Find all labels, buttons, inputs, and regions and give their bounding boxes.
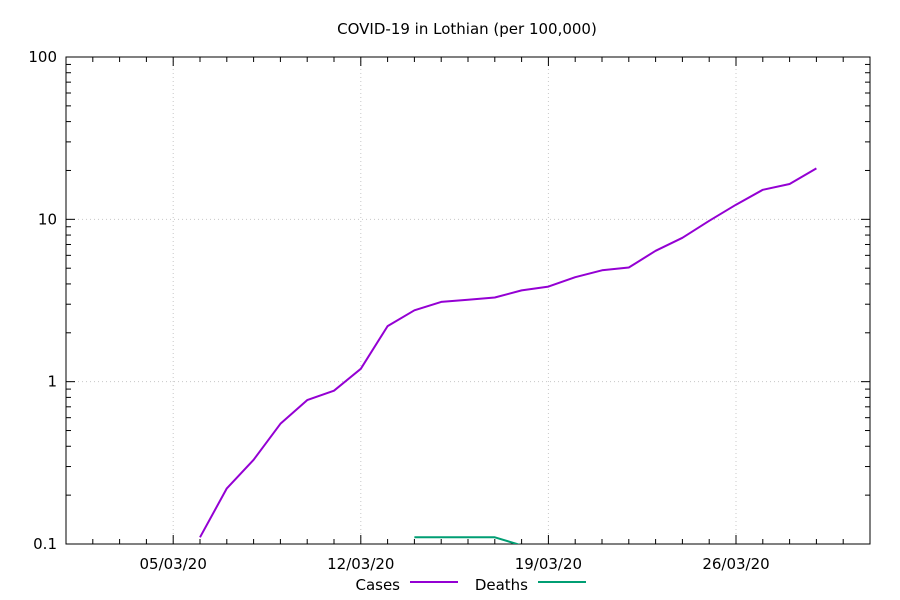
- axis-ticks: [65, 56, 871, 545]
- y-tick-label: 100: [28, 48, 57, 66]
- x-axis-tick-labels: 05/03/20 12/03/20 19/03/20 26/03/20: [140, 555, 770, 573]
- series-line-deaths: [414, 536, 521, 544]
- series-line-cases: [199, 167, 817, 538]
- legend: Cases Deaths: [355, 576, 586, 594]
- x-tick-label: 19/03/20: [515, 555, 582, 573]
- x-tick-label: 26/03/20: [702, 555, 769, 573]
- x-tick-label: 05/03/20: [140, 555, 207, 573]
- y-tick-label: 1: [47, 373, 57, 391]
- x-tick-label: 12/03/20: [327, 555, 394, 573]
- legend-label-deaths: Deaths: [475, 576, 528, 594]
- y-tick-label: 10: [38, 210, 57, 228]
- plot-frame: [65, 56, 871, 545]
- series-lines: [199, 167, 817, 544]
- y-axis-tick-labels: 0.1 1 10 100: [28, 48, 57, 553]
- y-tick-label: 0.1: [33, 535, 57, 553]
- chart-title: COVID-19 in Lothian (per 100,000): [337, 20, 597, 38]
- legend-label-cases: Cases: [355, 576, 400, 594]
